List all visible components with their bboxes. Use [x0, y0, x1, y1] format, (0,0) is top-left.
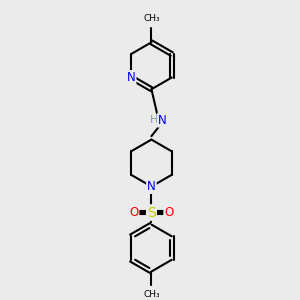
Text: S: S: [147, 206, 156, 220]
Text: CH₃: CH₃: [143, 14, 160, 23]
Text: O: O: [129, 206, 138, 219]
Text: H: H: [149, 115, 158, 125]
Text: N: N: [158, 114, 167, 127]
Text: O: O: [129, 206, 138, 219]
Text: O: O: [164, 206, 174, 219]
Text: N: N: [127, 71, 136, 84]
Text: O: O: [164, 206, 174, 219]
Text: N: N: [147, 180, 156, 193]
Text: S: S: [147, 206, 156, 220]
Text: CH₃: CH₃: [143, 290, 160, 299]
